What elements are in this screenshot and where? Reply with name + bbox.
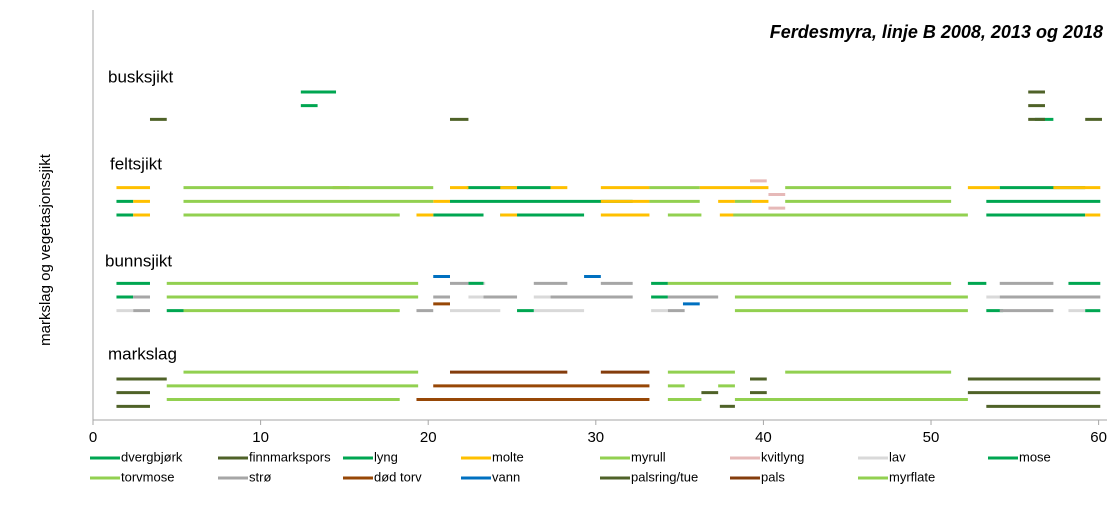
x-tick-label: 30 bbox=[587, 429, 604, 446]
x-tick-label: 60 bbox=[1090, 429, 1107, 446]
legend-label: lav bbox=[889, 449, 906, 464]
y-axis-label: markslag og vegetasjonssjikt bbox=[37, 153, 54, 346]
x-tick-label: 0 bbox=[89, 429, 97, 446]
x-tick-label: 40 bbox=[755, 429, 772, 446]
x-tick-label: 50 bbox=[923, 429, 940, 446]
legend-label: myrull bbox=[631, 449, 666, 464]
group-label: bunnsjikt bbox=[105, 251, 172, 270]
legend-label: pals bbox=[761, 469, 785, 484]
legend-label: død torv bbox=[374, 469, 422, 484]
chart-title: Ferdesmyra, linje B 2008, 2013 og 2018 bbox=[770, 22, 1103, 42]
x-tick-label: 10 bbox=[252, 429, 269, 446]
legend-label: torvmose bbox=[121, 469, 174, 484]
x-tick-label: 20 bbox=[420, 429, 437, 446]
legend-label: strø bbox=[249, 469, 271, 484]
legend-label: vann bbox=[492, 469, 520, 484]
legend-label: mose bbox=[1019, 449, 1051, 464]
group-label: markslag bbox=[108, 344, 177, 363]
group-label: feltsjikt bbox=[110, 154, 162, 173]
legend-label: myrflate bbox=[889, 469, 935, 484]
legend-label: palsring/tue bbox=[631, 469, 698, 484]
legend-label: kvitlyng bbox=[761, 449, 804, 464]
group-label: busksjikt bbox=[108, 67, 173, 86]
legend-label: finnmarkspors bbox=[249, 449, 331, 464]
legend-label: dvergbjørk bbox=[121, 449, 183, 464]
legend-label: lyng bbox=[374, 449, 398, 464]
legend-label: molte bbox=[492, 449, 524, 464]
